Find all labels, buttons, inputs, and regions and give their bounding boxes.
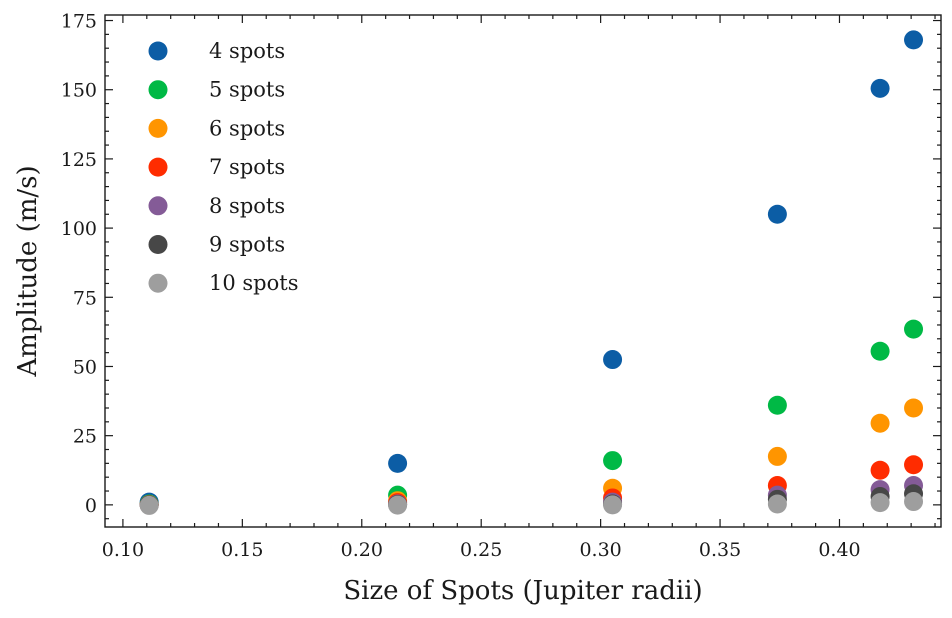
- point-6-spots: [904, 398, 924, 418]
- legend-marker-5-spots: [148, 80, 168, 100]
- point-10-spots: [767, 494, 787, 514]
- plot-frame: [104, 14, 942, 528]
- data-points: [139, 30, 924, 515]
- series-10-spots: [139, 492, 924, 515]
- x-tick-label: 0.15: [221, 539, 263, 561]
- legend-marker-6-spots: [148, 118, 168, 138]
- legend-label-10-spots: 10 spots: [209, 271, 298, 295]
- legend-label-4-spots: 4 spots: [209, 39, 285, 63]
- point-6-spots: [870, 413, 890, 433]
- point-4-spots: [904, 30, 924, 50]
- x-axis-title: Size of Spots (Jupiter radii): [343, 576, 702, 606]
- legend-marker-4-spots: [148, 41, 168, 61]
- legend-marker-8-spots: [148, 196, 168, 216]
- series-9-spots: [139, 484, 924, 515]
- point-10-spots: [904, 492, 924, 512]
- point-7-spots: [904, 455, 924, 475]
- x-tick-label: 0.40: [818, 539, 860, 561]
- legend-marker-7-spots: [148, 157, 168, 177]
- y-tick-label: 125: [61, 149, 97, 171]
- point-4-spots: [870, 78, 890, 98]
- legend-label-7-spots: 7 spots: [209, 155, 285, 179]
- point-7-spots: [870, 460, 890, 480]
- point-10-spots: [870, 493, 890, 513]
- y-tick-label: 50: [73, 356, 97, 378]
- series-6-spots: [139, 398, 924, 515]
- y-tick-label: 150: [61, 80, 97, 102]
- point-10-spots: [139, 495, 159, 515]
- legend-label-6-spots: 6 spots: [209, 116, 285, 140]
- y-axis-title: Amplitude (m/s): [13, 165, 43, 377]
- legend-label-5-spots: 5 spots: [209, 78, 285, 102]
- axis-ticks: 0.10 0.15 0.20 0.25 0.30 0.35 0.40 0 25 50 75 100 12…: [61, 11, 941, 561]
- point-10-spots: [388, 495, 408, 515]
- series-5-spots: [139, 319, 924, 514]
- point-6-spots: [767, 446, 787, 466]
- legend-marker-9-spots: [148, 235, 168, 254]
- x-tick-label: 0.10: [102, 539, 144, 561]
- y-tick-label: 175: [61, 11, 97, 33]
- x-tick-label: 0.30: [579, 539, 621, 561]
- x-tick-label: 0.25: [460, 539, 502, 561]
- y-tick-label: 0: [85, 495, 97, 517]
- x-tick-label: 0.35: [699, 539, 741, 561]
- x-tick-label: 0.20: [341, 539, 383, 561]
- point-4-spots: [603, 350, 623, 370]
- legend-label-8-spots: 8 spots: [209, 194, 285, 218]
- legend-label-9-spots: 9 spots: [209, 233, 285, 257]
- y-tick-label: 75: [73, 287, 97, 309]
- point-5-spots: [767, 395, 787, 415]
- point-10-spots: [603, 495, 623, 515]
- point-5-spots: [870, 341, 890, 361]
- legend-marker-10-spots: [148, 273, 168, 293]
- y-tick-label: 25: [73, 426, 97, 448]
- series-8-spots: [139, 475, 924, 515]
- series-7-spots: [139, 455, 924, 515]
- point-5-spots: [904, 319, 924, 339]
- legend: 4 spots 5 spots 6 spots 7 spots 8 spots 9 spo…: [148, 39, 298, 295]
- series-4-spots: [139, 30, 924, 512]
- point-4-spots: [767, 204, 787, 224]
- y-tick-label: 100: [61, 218, 97, 240]
- point-4-spots: [388, 453, 408, 473]
- point-5-spots: [603, 451, 623, 471]
